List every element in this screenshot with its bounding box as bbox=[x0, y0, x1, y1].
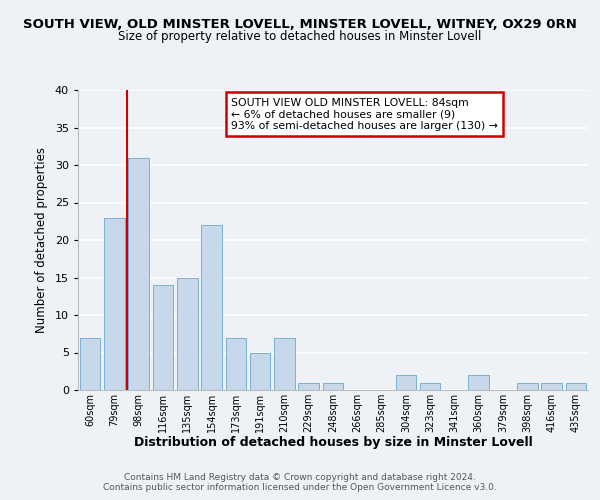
Bar bbox=[274, 338, 295, 390]
Bar bbox=[226, 338, 246, 390]
Bar bbox=[323, 382, 343, 390]
Y-axis label: Number of detached properties: Number of detached properties bbox=[35, 147, 48, 333]
Bar bbox=[298, 382, 319, 390]
Text: Distribution of detached houses by size in Minster Lovell: Distribution of detached houses by size … bbox=[134, 436, 532, 449]
Bar bbox=[152, 285, 173, 390]
Text: Size of property relative to detached houses in Minster Lovell: Size of property relative to detached ho… bbox=[118, 30, 482, 43]
Bar bbox=[420, 382, 440, 390]
Bar bbox=[80, 338, 100, 390]
Bar bbox=[104, 218, 125, 390]
Bar bbox=[201, 225, 222, 390]
Text: SOUTH VIEW, OLD MINSTER LOVELL, MINSTER LOVELL, WITNEY, OX29 0RN: SOUTH VIEW, OLD MINSTER LOVELL, MINSTER … bbox=[23, 18, 577, 30]
Text: SOUTH VIEW OLD MINSTER LOVELL: 84sqm
← 6% of detached houses are smaller (9)
93%: SOUTH VIEW OLD MINSTER LOVELL: 84sqm ← 6… bbox=[231, 98, 498, 130]
Bar bbox=[541, 382, 562, 390]
Bar bbox=[128, 158, 149, 390]
Bar bbox=[517, 382, 538, 390]
Text: Contains HM Land Registry data © Crown copyright and database right 2024.
Contai: Contains HM Land Registry data © Crown c… bbox=[103, 473, 497, 492]
Bar bbox=[566, 382, 586, 390]
Bar bbox=[177, 278, 197, 390]
Bar bbox=[395, 375, 416, 390]
Bar bbox=[250, 352, 271, 390]
Bar bbox=[469, 375, 489, 390]
